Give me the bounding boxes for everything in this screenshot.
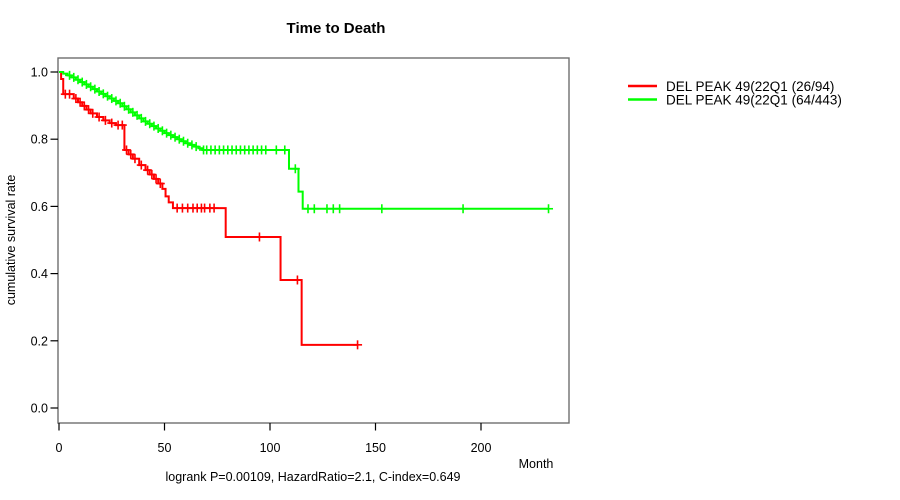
stats-footnote: logrank P=0.00109, HazardRatio=2.1, C-in… bbox=[166, 470, 461, 484]
y-tick-label: 0.8 bbox=[31, 133, 48, 147]
legend: DEL PEAK 49(22Q1 (26/94) DEL PEAK 49(22Q… bbox=[628, 79, 842, 108]
y-tick-label: 0.4 bbox=[31, 267, 48, 281]
legend-label-green: DEL PEAK 49(22Q1 (64/443) bbox=[666, 93, 842, 108]
axis-ticks: 0 50 100 150 200 0.0 0.2 0.4 0.6 0.8 1.0 bbox=[31, 66, 492, 456]
y-tick-label: 0.6 bbox=[31, 200, 48, 214]
chart-title: Time to Death bbox=[287, 20, 386, 37]
survival-curve-green bbox=[59, 71, 549, 210]
x-tick-label: 100 bbox=[260, 441, 281, 455]
x-tick-label: 0 bbox=[56, 441, 63, 455]
legend-label-red: DEL PEAK 49(22Q1 (26/94) bbox=[666, 79, 834, 94]
x-axis-label: Month bbox=[519, 457, 554, 471]
censor-marks-red bbox=[60, 89, 363, 350]
y-tick-label: 0.0 bbox=[31, 402, 48, 416]
y-tick-label: 0.2 bbox=[31, 334, 48, 348]
x-tick-label: 200 bbox=[471, 441, 492, 455]
x-tick-label: 50 bbox=[158, 441, 172, 455]
y-axis-label: cumulative survival rate bbox=[4, 175, 18, 306]
survival-curves bbox=[59, 70, 554, 350]
plot-box bbox=[57, 57, 570, 424]
x-tick-label: 150 bbox=[365, 441, 386, 455]
censor-marks-green bbox=[65, 70, 554, 214]
y-tick-label: 1.0 bbox=[31, 66, 48, 80]
